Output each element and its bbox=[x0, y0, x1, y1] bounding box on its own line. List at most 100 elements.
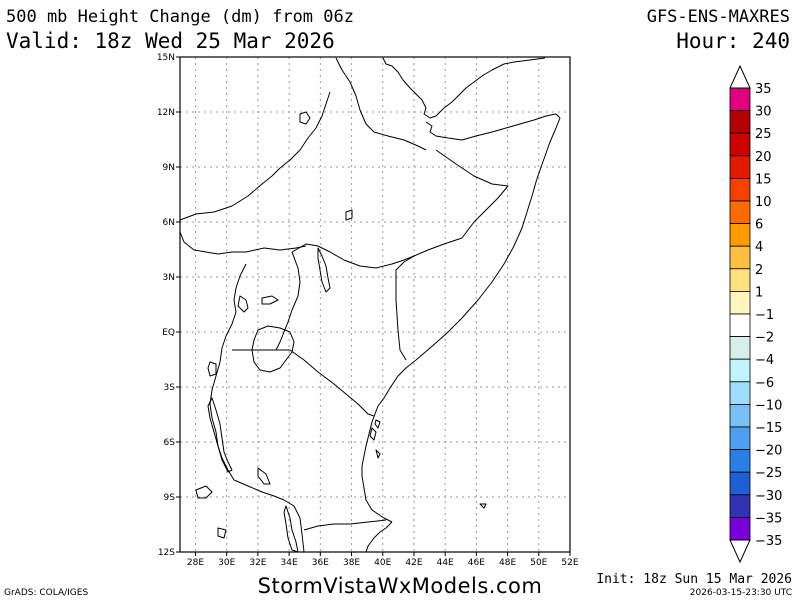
render-timestamp: 2026-03-15-23:30 UTC bbox=[689, 588, 792, 598]
colorbar-label: −6 bbox=[755, 376, 774, 391]
lake-kyoga bbox=[261, 295, 279, 305]
colorbar-label: −2 bbox=[755, 331, 774, 346]
lat-tick-label: 12N bbox=[157, 108, 175, 118]
island-pemba bbox=[374, 419, 381, 429]
border-rwanda-burundi-tanzania bbox=[209, 347, 235, 481]
lat-tick-label: 6N bbox=[163, 218, 175, 228]
lon-tick-label: 30E bbox=[218, 558, 235, 568]
colorbar-swatch bbox=[729, 245, 751, 270]
init-time: Init: 18z Sun 15 Mar 2026 bbox=[596, 572, 792, 587]
border-uganda-congo bbox=[221, 263, 247, 349]
lake-malawi bbox=[283, 505, 299, 553]
lake-victoria bbox=[251, 325, 295, 373]
lon-tick-label: 46E bbox=[468, 558, 485, 568]
colorbar-swatch bbox=[729, 449, 751, 473]
colorbar-label: 20 bbox=[755, 150, 772, 165]
lon-tick-label: 32E bbox=[249, 558, 266, 568]
colorbar-arrow-bottom bbox=[729, 539, 751, 564]
colorbar-swatch bbox=[729, 426, 751, 451]
colorbar-swatch bbox=[729, 268, 751, 292]
lat-lon-gridlines bbox=[180, 57, 570, 552]
colorbar-label: 30 bbox=[755, 105, 772, 120]
colorbar-swatch bbox=[729, 200, 751, 225]
lake-tanganyika bbox=[207, 397, 233, 473]
border-ethiopia-somalia bbox=[395, 149, 509, 361]
colorbar-swatch bbox=[729, 336, 751, 360]
coastline-mozambique bbox=[365, 521, 393, 553]
colorbar-swatch bbox=[729, 290, 751, 315]
coastline-gulf-of-aden-somalia bbox=[361, 113, 561, 523]
colorbar-label: −10 bbox=[755, 398, 782, 413]
colorbar-label: 2 bbox=[755, 263, 763, 278]
lon-tick-label: 52E bbox=[561, 558, 578, 568]
colorbar-label: −20 bbox=[755, 444, 782, 459]
lon-tick-label: 36E bbox=[312, 558, 329, 568]
colorbar-label: −15 bbox=[755, 421, 782, 436]
forecast-hour: Hour: 240 bbox=[676, 29, 790, 53]
grads-credit: GrADS: COLA/IGES bbox=[4, 588, 89, 598]
colorbar-swatch bbox=[729, 313, 751, 338]
lon-tick-label: 38E bbox=[343, 558, 360, 568]
colorbar-swatch bbox=[729, 132, 751, 157]
lon-tick-label: 48E bbox=[499, 558, 516, 568]
lake-rukwa bbox=[257, 467, 271, 485]
border-kenya-tanzania bbox=[289, 349, 375, 417]
colorbar-label: 1 bbox=[755, 285, 763, 300]
latitude-axis: 15N 12N 9N 6N 3N EQ 3S 6S 9S 12S bbox=[157, 53, 180, 558]
lon-tick-label: 28E bbox=[187, 558, 204, 568]
colorbar-swatch bbox=[729, 87, 751, 112]
border-sudan-ethiopia bbox=[335, 57, 427, 151]
colorbar-swatch bbox=[729, 358, 751, 383]
colorbar-label: 6 bbox=[755, 218, 763, 233]
coastline-red-sea-horn bbox=[382, 57, 546, 119]
valid-time: Valid: 18z Wed 25 Mar 2026 bbox=[6, 29, 335, 53]
lake-mweru bbox=[195, 485, 213, 499]
lon-tick-label: 42E bbox=[405, 558, 422, 568]
model-name: GFS-ENS-MAXRES bbox=[646, 7, 790, 27]
border-south-sudan bbox=[179, 231, 307, 255]
colorbar-label: −35 bbox=[755, 511, 782, 526]
colorbar-label: −1 bbox=[755, 308, 774, 323]
colorbar-swatch bbox=[729, 223, 751, 247]
lat-tick-label: EQ bbox=[162, 328, 175, 338]
colorbar-label: 25 bbox=[755, 127, 772, 142]
colorbar-label: −35 bbox=[755, 534, 782, 549]
lat-tick-label: 3N bbox=[163, 273, 175, 283]
lon-tick-label: 50E bbox=[530, 558, 547, 568]
colorbar-swatch bbox=[729, 517, 751, 541]
longitude-axis: 28E 30E 32E 34E 36E 38E 40E 42E 44E 46E 48E 50E 52E bbox=[187, 552, 579, 568]
site-brand: StormVistaWxModels.com bbox=[257, 574, 543, 598]
colorbar-swatch bbox=[729, 155, 751, 179]
lat-tick-label: 9N bbox=[163, 163, 175, 173]
colorbar-label: −4 bbox=[755, 353, 774, 368]
colorbar-swatch bbox=[729, 381, 751, 405]
lake-tana bbox=[299, 111, 311, 125]
colorbar-swatch bbox=[729, 177, 751, 202]
colorbar-label: 35 bbox=[755, 82, 772, 97]
lat-tick-label: 6S bbox=[164, 438, 176, 448]
border-kenya-north bbox=[291, 243, 415, 269]
lat-tick-label: 12S bbox=[158, 548, 175, 558]
lake-turkana bbox=[317, 247, 331, 293]
lon-tick-label: 44E bbox=[437, 558, 454, 568]
lake-kivu bbox=[207, 361, 217, 377]
colorbar-legend: 35 30 25 20 15 10 6 4 2 1 −1 −2 −4 −6 −10 −15 −20 −25 −30 −… bbox=[729, 64, 782, 564]
lake-bangweulu bbox=[217, 527, 227, 539]
border-sudan-south-sudan bbox=[179, 91, 331, 221]
lat-tick-label: 15N bbox=[157, 53, 175, 63]
island-zanzibar bbox=[369, 427, 377, 441]
colorbar-label: −25 bbox=[755, 466, 782, 481]
lon-tick-label: 34E bbox=[281, 558, 298, 568]
colorbar-swatch bbox=[729, 403, 751, 428]
lon-tick-label: 40E bbox=[374, 558, 391, 568]
border-uganda bbox=[275, 251, 301, 351]
island-mafia bbox=[375, 449, 381, 459]
colorbar-label: 4 bbox=[755, 240, 763, 255]
lat-tick-label: 9S bbox=[164, 493, 176, 503]
colorbar-arrow-top bbox=[729, 64, 751, 89]
lake-albert bbox=[237, 295, 249, 313]
border-tanzania-malawi-mozambique bbox=[233, 479, 305, 553]
colorbar-swatch bbox=[729, 110, 751, 134]
lat-tick-label: 3S bbox=[164, 383, 176, 393]
